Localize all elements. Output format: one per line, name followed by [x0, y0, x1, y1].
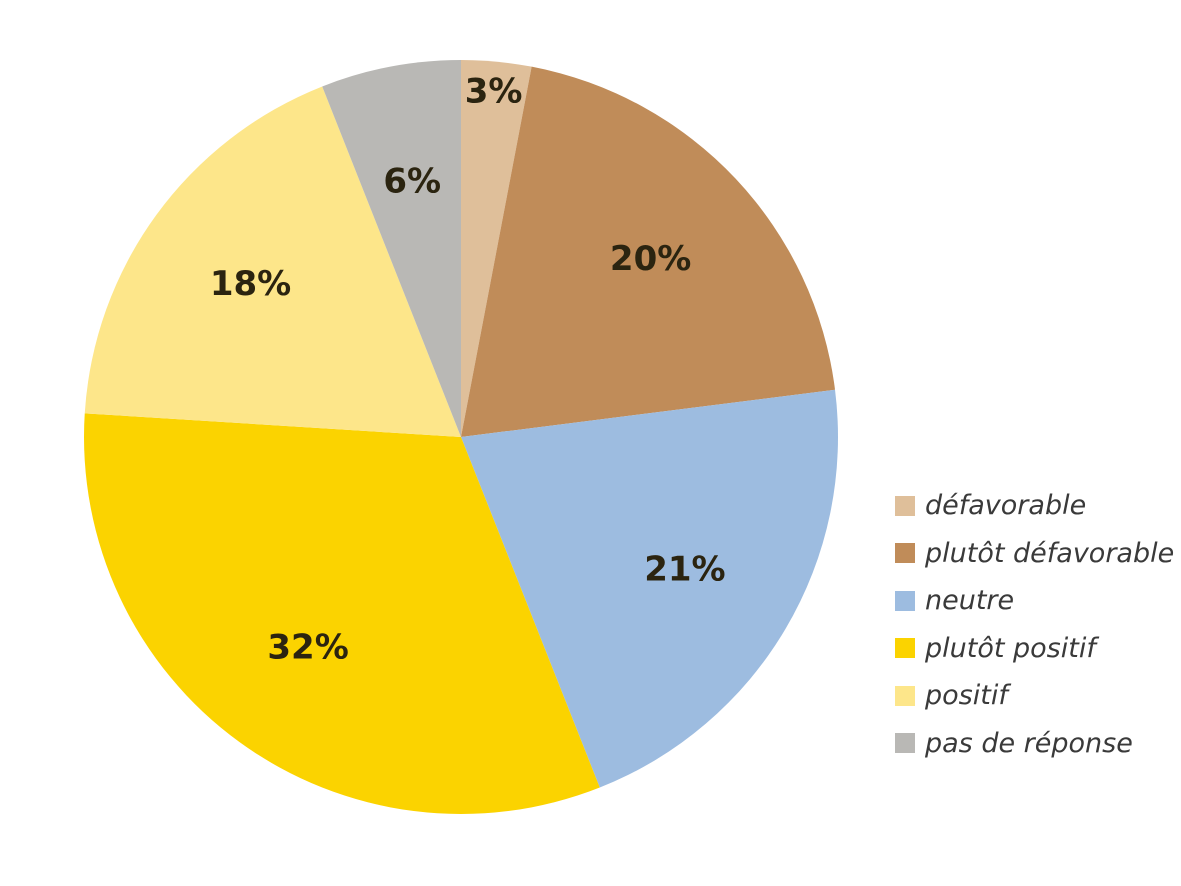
pie-slice-1 [461, 60, 532, 437]
legend-swatch-1 [895, 495, 915, 516]
legend-item-1: défavorable [895, 482, 1174, 530]
legend-item-4: plutôt positif [895, 625, 1174, 673]
legend-label-6: pas de réponse [925, 727, 1133, 759]
pie-value-label-3: 21% [644, 549, 725, 589]
pie-value-label-2: 20% [610, 239, 691, 279]
pie-slice-5 [84, 86, 461, 437]
legend-label-2: plutôt défavorable [925, 537, 1175, 569]
pie-value-label-4: 32% [267, 627, 348, 667]
pie-slice-2 [461, 66, 836, 437]
pie-slice-6 [322, 60, 461, 437]
legend-label-1: défavorable [925, 490, 1087, 522]
legend-swatch-5 [895, 685, 915, 706]
legend-item-3: neutre [895, 577, 1174, 625]
legend-swatch-2 [895, 543, 915, 564]
pie-value-labels: 3% 20% 21% 32% 18% 6% [210, 72, 726, 668]
legend-swatch-6 [895, 733, 915, 754]
legend-item-5: positif [895, 672, 1174, 720]
pie-slice-3 [461, 389, 838, 788]
pie-value-label-6: 6% [383, 161, 441, 201]
legend-item-6: pas de réponse [895, 720, 1174, 768]
legend-label-5: positif [925, 680, 1008, 712]
legend-label-3: neutre [925, 585, 1015, 617]
pie-slice-4 [84, 413, 600, 815]
legend: défavorable plutôt défavorable neutre plutô… [895, 482, 1174, 767]
legend-item-2: plutôt défavorable [895, 530, 1174, 578]
pie-value-label-5: 18% [210, 264, 291, 304]
legend-swatch-3 [895, 590, 915, 611]
pie-value-label-1: 3% [465, 72, 523, 112]
legend-label-4: plutôt positif [925, 632, 1096, 664]
pie-slices [84, 60, 838, 815]
legend-swatch-4 [895, 638, 915, 659]
